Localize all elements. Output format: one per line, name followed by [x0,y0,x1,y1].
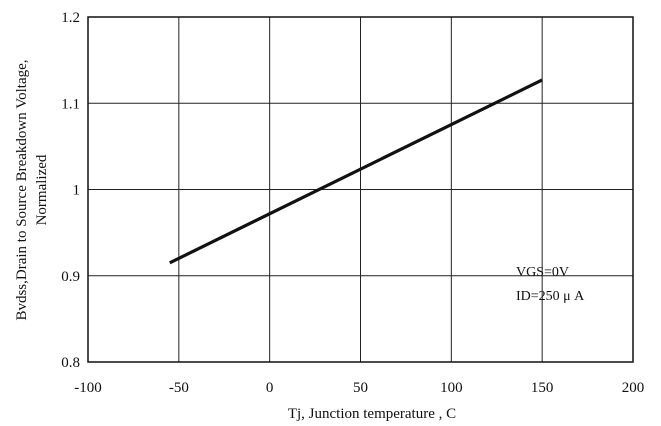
y-tick-label: 1 [73,183,81,199]
x-tick-label: 200 [622,380,645,396]
x-tick-label: -100 [74,380,102,396]
x-tick-label: 150 [531,380,554,396]
y-tick-label: 0.8 [61,355,80,371]
x-tick-label: 0 [266,380,274,396]
y-tick-label: 0.9 [61,269,80,285]
x-tick-label: 50 [353,380,368,396]
y-axis-label-line-1: Bvdss,Drain to Source Breakdown Voltage, [14,59,30,320]
annotation-id: ID=250 μ A [516,289,585,304]
annotation-vgs: VGS=0V [516,265,569,280]
x-tick-label: -50 [169,380,189,396]
y-tick-label: 1.1 [61,96,80,112]
grid [88,17,633,362]
y-tick-label: 1.2 [61,10,80,26]
series-line [169,78,543,265]
x-tick-label: 100 [440,380,463,396]
plot-frame [87,16,634,363]
x-axis-label: Tj, Junction temperature , C [288,406,456,422]
series-group [169,78,543,265]
tick-labels: -100 -50 0 50 100 150 200 0.8 0.9 1 1.1 1.2 [61,10,644,396]
y-axis-label-line-2: Normalized [34,154,50,225]
